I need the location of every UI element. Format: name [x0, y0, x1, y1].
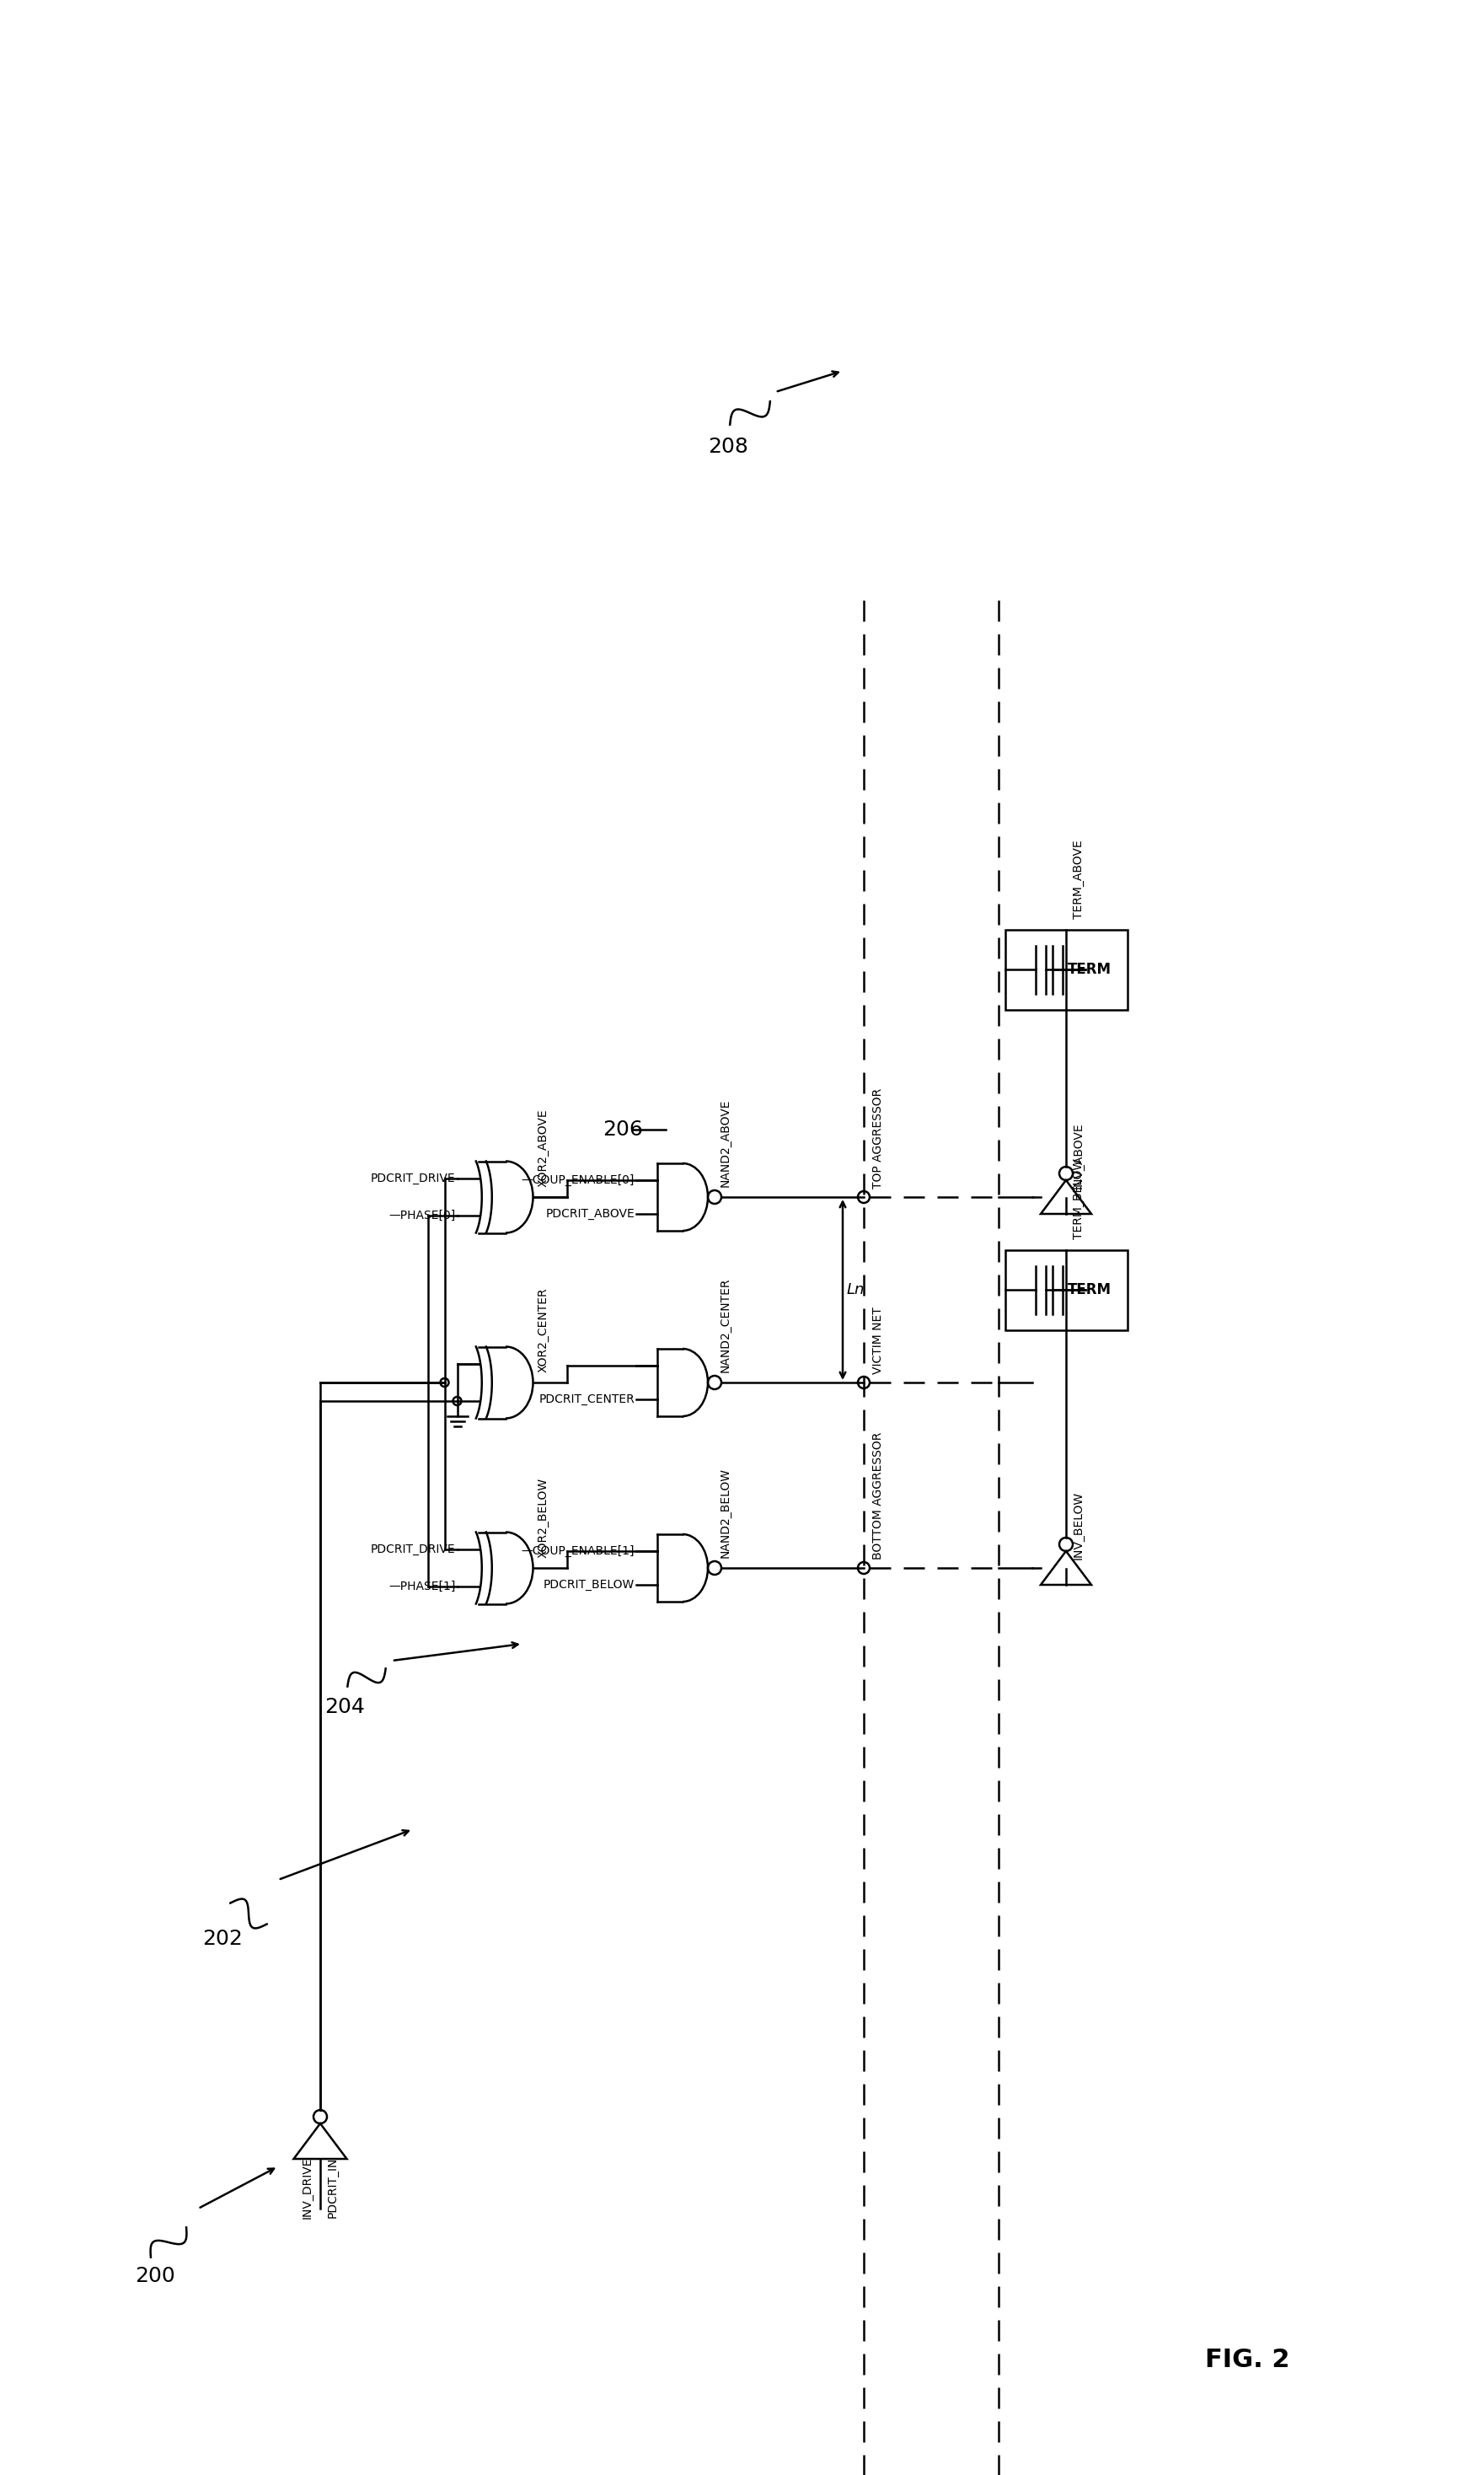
Text: PDCRIT_IN: PDCRIT_IN: [326, 2158, 338, 2218]
Bar: [1005, 1250, 1128, 1329]
Text: —COUP_ENABLE[1]: —COUP_ENABLE[1]: [521, 1544, 635, 1557]
Text: NAND2_ABOVE: NAND2_ABOVE: [720, 1099, 732, 1188]
Bar: [1005, 931, 1128, 1010]
Text: Ln: Ln: [847, 1282, 865, 1297]
Text: INV_ABOVE: INV_ABOVE: [1073, 1121, 1085, 1188]
Text: XOR2_BELOW: XOR2_BELOW: [537, 1478, 549, 1557]
Text: BOTTOM AGGRESSOR: BOTTOM AGGRESSOR: [873, 1433, 884, 1559]
Text: —PHASE[1]: —PHASE[1]: [389, 1582, 456, 1591]
Circle shape: [453, 1396, 462, 1406]
Text: INV_BELOW: INV_BELOW: [1073, 1490, 1085, 1559]
Text: 208: 208: [708, 436, 748, 458]
Text: VICTIM NET: VICTIM NET: [873, 1307, 884, 1374]
Text: PDCRIT_DRIVE: PDCRIT_DRIVE: [371, 1173, 456, 1186]
Text: TERM_ABOVE: TERM_ABOVE: [1073, 839, 1085, 918]
Text: PDCRIT_BELOW: PDCRIT_BELOW: [543, 1579, 635, 1591]
Text: TERM_BELOW: TERM_BELOW: [1073, 1158, 1085, 1240]
Text: XOR2_ABOVE: XOR2_ABOVE: [537, 1109, 549, 1188]
Text: FIG. 2: FIG. 2: [1205, 2349, 1290, 2374]
Text: PDCRIT_CENTER: PDCRIT_CENTER: [539, 1393, 635, 1406]
Text: NAND2_BELOW: NAND2_BELOW: [720, 1468, 732, 1557]
Text: TERM: TERM: [1067, 1282, 1112, 1297]
Text: TERM: TERM: [1067, 963, 1112, 978]
Text: XOR2_CENTER: XOR2_CENTER: [537, 1287, 549, 1371]
Text: —PHASE[0]: —PHASE[0]: [389, 1210, 456, 1223]
Text: INV_DRIVE: INV_DRIVE: [301, 2156, 313, 2218]
Text: 202: 202: [202, 1928, 242, 1948]
Text: PDCRIT_DRIVE: PDCRIT_DRIVE: [371, 1544, 456, 1554]
Text: NAND2_CENTER: NAND2_CENTER: [720, 1277, 732, 1371]
Text: 200: 200: [135, 2267, 175, 2287]
Text: —COUP_ENABLE[0]: —COUP_ENABLE[0]: [521, 1173, 635, 1186]
Circle shape: [441, 1379, 448, 1386]
Text: 206: 206: [603, 1119, 643, 1139]
Text: 204: 204: [325, 1698, 365, 1718]
Text: TOP AGGRESSOR: TOP AGGRESSOR: [873, 1089, 884, 1188]
Text: PDCRIT_ABOVE: PDCRIT_ABOVE: [546, 1208, 635, 1220]
